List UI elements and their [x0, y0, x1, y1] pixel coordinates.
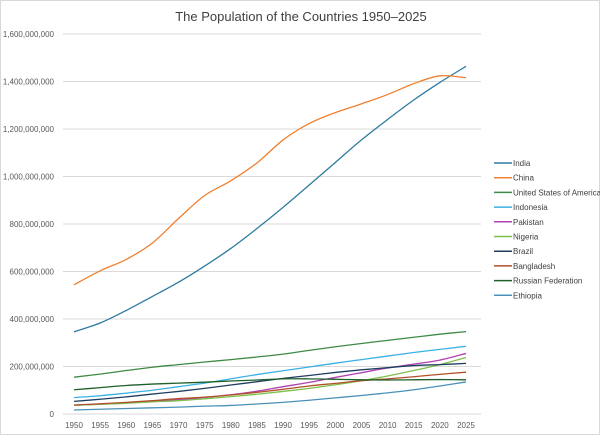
y-tick-label: 1,000,000,000 [3, 173, 55, 182]
x-tick-label: 2015 [405, 421, 423, 430]
x-tick-label: 1970 [170, 421, 188, 430]
x-tick-label: 1975 [196, 421, 214, 430]
x-tick-label: 2020 [431, 421, 449, 430]
y-tick-label: 800,000,000 [10, 220, 55, 229]
x-tick-label: 1995 [300, 421, 318, 430]
series-line-ethiopia [73, 381, 467, 411]
x-tick-label: 2025 [457, 421, 475, 430]
y-tick-label: 400,000,000 [10, 315, 55, 324]
legend-label: Indonesia [513, 203, 548, 212]
series-line-india [73, 65, 467, 333]
y-tick-label: 600,000,000 [10, 268, 55, 277]
y-tick-label: 200,000,000 [10, 363, 55, 372]
legend-label: Ethiopia [513, 291, 542, 300]
series-line-indonesia [73, 345, 467, 399]
series-line-nigeria [73, 356, 467, 406]
legend-label: United States of America [513, 188, 600, 197]
x-tick-label: 1980 [222, 421, 240, 430]
legend-label: Russian Federation [513, 277, 582, 286]
legend-label: Nigeria [513, 233, 539, 242]
x-tick-label: 1990 [274, 421, 292, 430]
series-line-united-states-of-america [73, 330, 467, 378]
x-tick-label: 1955 [91, 421, 109, 430]
y-tick-label: 1,200,000,000 [3, 125, 55, 134]
x-tick-label: 2000 [326, 421, 344, 430]
series-line-bangladesh [73, 371, 467, 406]
x-tick-label: 1985 [248, 421, 266, 430]
series-line-china [73, 74, 467, 286]
y-tick-label: 1,400,000,000 [3, 78, 55, 87]
legend-label: Pakistan [513, 218, 544, 227]
legend-label: Brazil [513, 247, 533, 256]
legend-label: China [513, 174, 534, 183]
y-tick-label: 0 [50, 410, 55, 419]
legend-label: India [513, 159, 531, 168]
series-line-russian-federation [73, 378, 467, 391]
y-tick-label: 1,600,000,000 [3, 30, 55, 39]
x-tick-label: 1950 [65, 421, 83, 430]
chart-title: The Population of the Countries 1950–202… [175, 9, 427, 24]
legend-label: Bangladesh [513, 262, 555, 271]
x-tick-label: 1965 [144, 421, 162, 430]
x-tick-label: 2010 [379, 421, 397, 430]
x-tick-label: 2005 [353, 421, 371, 430]
x-tick-label: 1960 [117, 421, 135, 430]
